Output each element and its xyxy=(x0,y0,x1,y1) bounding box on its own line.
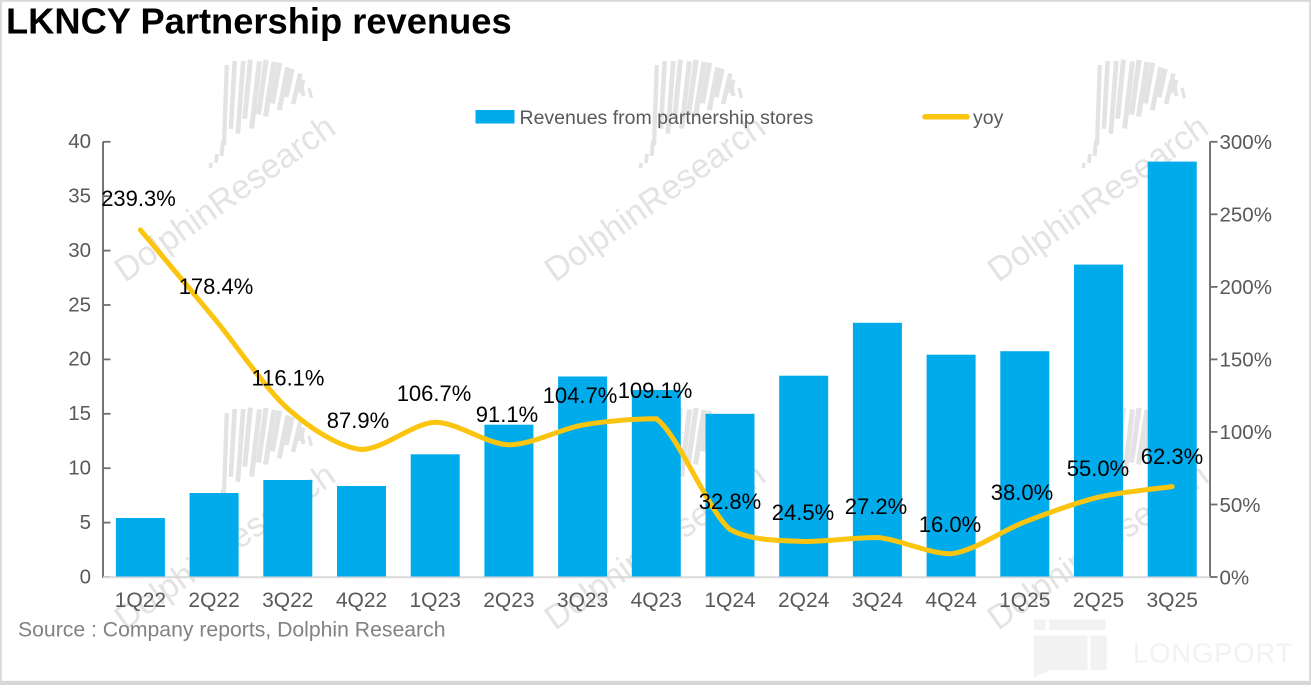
svg-text:150%: 150% xyxy=(1220,349,1272,372)
svg-text:1Q22: 1Q22 xyxy=(115,589,166,612)
svg-text:15: 15 xyxy=(68,402,91,425)
svg-text:40: 40 xyxy=(68,130,91,153)
svg-text:116.1%: 116.1% xyxy=(252,365,325,390)
svg-text:87.9%: 87.9% xyxy=(327,408,389,433)
svg-text:2Q22: 2Q22 xyxy=(188,589,239,612)
svg-text:27.2%: 27.2% xyxy=(845,494,907,519)
svg-text:109.1%: 109.1% xyxy=(618,378,693,403)
svg-text:1Q23: 1Q23 xyxy=(410,589,461,612)
svg-text:5: 5 xyxy=(80,511,91,534)
svg-text:16.0%: 16.0% xyxy=(919,512,981,537)
svg-text:32.8%: 32.8% xyxy=(699,489,761,514)
svg-text:Revenues from partnership stor: Revenues from partnership stores xyxy=(520,107,814,129)
svg-text:100%: 100% xyxy=(1220,421,1272,444)
svg-text:20: 20 xyxy=(68,348,91,371)
svg-text:300%: 300% xyxy=(1220,131,1272,154)
svg-text:3Q24: 3Q24 xyxy=(852,589,904,612)
svg-text:30: 30 xyxy=(68,239,91,262)
svg-text:10: 10 xyxy=(68,457,91,480)
svg-text:50%: 50% xyxy=(1220,494,1261,517)
svg-text:3Q22: 3Q22 xyxy=(262,589,313,612)
svg-text:4Q22: 4Q22 xyxy=(336,589,387,612)
svg-text:0%: 0% xyxy=(1220,566,1250,589)
svg-text:1Q24: 1Q24 xyxy=(704,589,756,612)
svg-text:91.1%: 91.1% xyxy=(476,402,538,427)
svg-text:55.0%: 55.0% xyxy=(1067,456,1129,481)
svg-text:Source : Company reports, Dolp: Source : Company reports, Dolphin Resear… xyxy=(18,619,446,642)
svg-text:yoy: yoy xyxy=(973,107,1004,129)
svg-text:62.3%: 62.3% xyxy=(1141,444,1203,469)
svg-text:2Q25: 2Q25 xyxy=(1073,589,1124,612)
svg-text:38.0%: 38.0% xyxy=(991,480,1053,505)
svg-text:2Q23: 2Q23 xyxy=(483,589,534,612)
svg-text:200%: 200% xyxy=(1220,276,1272,299)
svg-text:0: 0 xyxy=(80,565,91,588)
svg-text:2Q24: 2Q24 xyxy=(778,589,830,612)
svg-text:104.7%: 104.7% xyxy=(543,383,618,408)
svg-text:250%: 250% xyxy=(1220,204,1272,227)
svg-text:4Q23: 4Q23 xyxy=(631,589,682,612)
svg-text:1Q25: 1Q25 xyxy=(999,589,1050,612)
svg-text:LKNCY Partnership revenues: LKNCY Partnership revenues xyxy=(6,1,512,42)
svg-text:3Q25: 3Q25 xyxy=(1147,589,1198,612)
svg-text:35: 35 xyxy=(68,185,91,208)
svg-text:4Q24: 4Q24 xyxy=(925,589,977,612)
svg-text:24.5%: 24.5% xyxy=(772,500,834,525)
svg-text:LONGPORT: LONGPORT xyxy=(1133,638,1293,669)
svg-text:106.7%: 106.7% xyxy=(397,381,472,406)
svg-text:239.3%: 239.3% xyxy=(101,186,176,211)
svg-text:178.4%: 178.4% xyxy=(179,274,254,299)
svg-text:25: 25 xyxy=(68,293,91,316)
svg-text:3Q23: 3Q23 xyxy=(557,589,608,612)
